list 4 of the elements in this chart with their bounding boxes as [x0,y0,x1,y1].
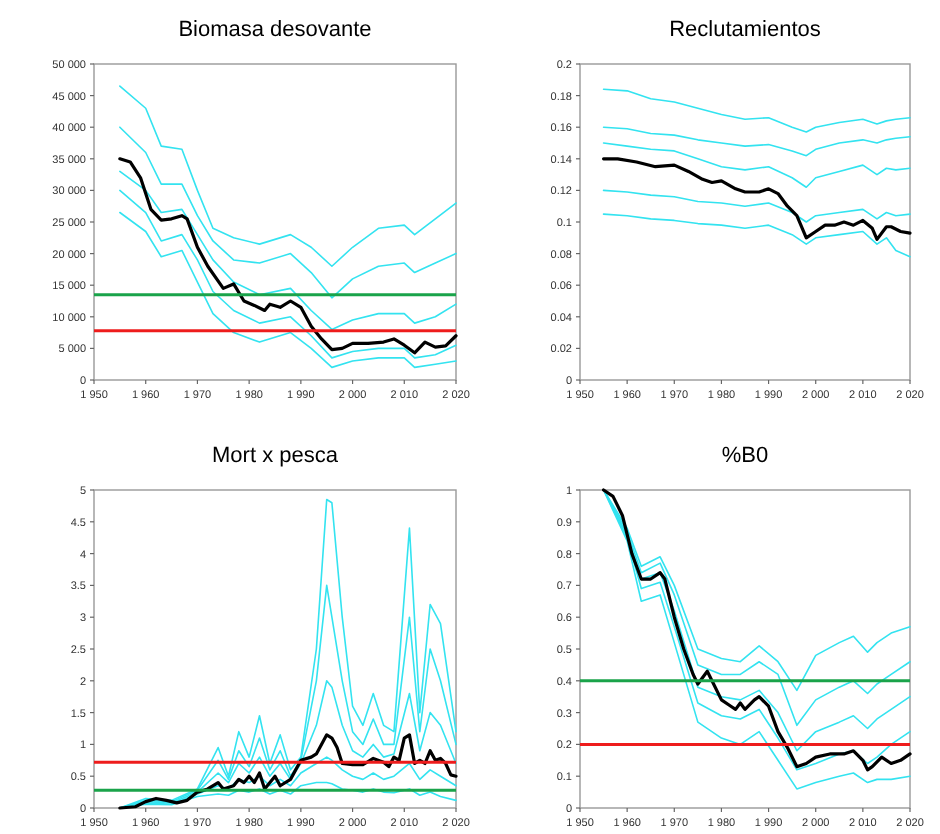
chart-title: Biomasa desovante [178,18,372,42]
chart-title: %B0 [721,444,769,468]
chart-title: Mort x pesca [212,444,340,468]
chart-title: Reclutamientos [669,18,822,42]
